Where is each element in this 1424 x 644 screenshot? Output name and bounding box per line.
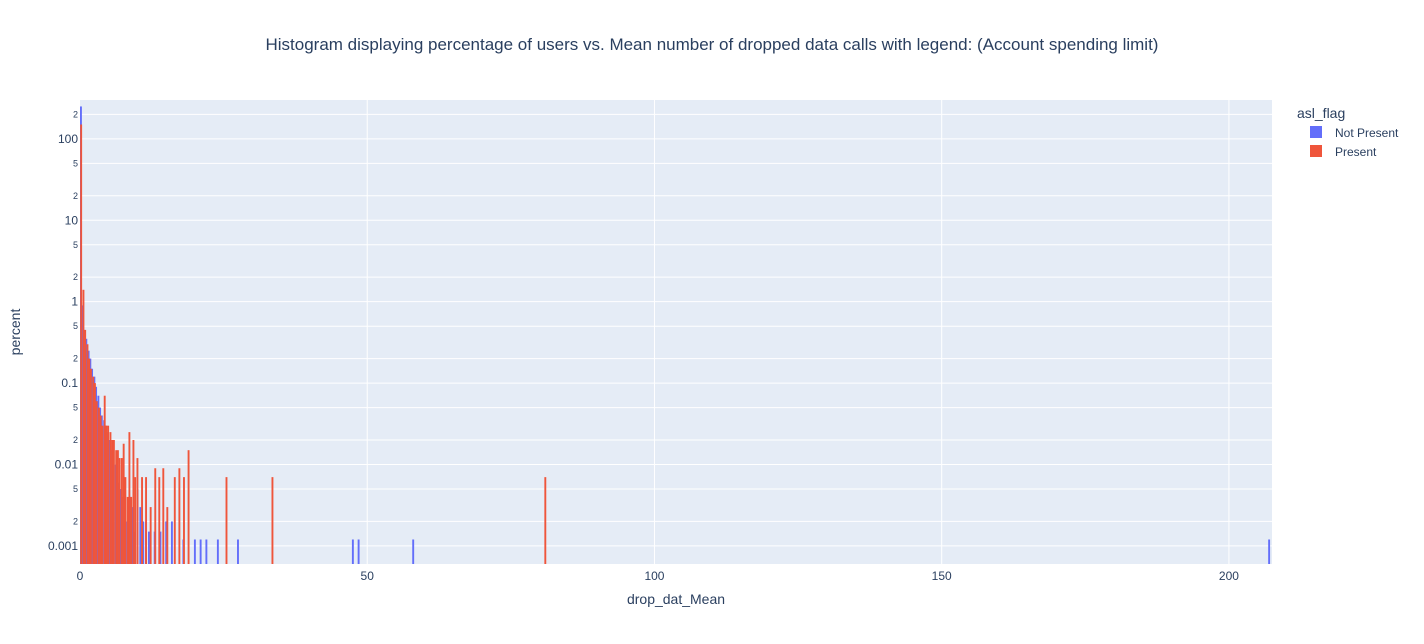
histogram-bar [112,440,115,564]
histogram-bar [357,539,360,564]
histogram-bar [81,305,84,564]
histogram-bar [98,407,100,564]
histogram-bar [88,358,91,564]
y-minor-tick-label: 5 [73,403,78,413]
histogram-bar [158,477,161,564]
histogram-bar [165,521,168,564]
y-tick-label: 1 [71,295,78,309]
histogram-bar [544,477,547,564]
histogram-bar [124,477,127,564]
histogram-bar [86,344,89,564]
histogram-bar [142,521,145,564]
y-tick-label: 0.1 [61,376,78,390]
histogram-bar [154,468,157,564]
histogram-bar [145,477,148,564]
legend-title: asl_flag [1297,105,1345,121]
histogram-bar [99,415,102,564]
histogram-bar [132,440,135,564]
y-axis-title: percent [7,309,23,356]
histogram-bar [141,477,143,564]
histogram-bar [162,468,165,564]
histogram-bar [139,507,142,564]
y-tick-label: 0.001 [48,539,78,553]
histogram-bar [205,539,208,564]
histogram-bar [130,496,133,564]
y-tick-label: 100 [58,132,78,146]
histogram-bar [82,289,85,564]
histogram-bar [166,507,169,564]
gridlines [80,100,1272,564]
histogram-bar [103,395,106,564]
y-minor-tick-label: 5 [73,240,78,250]
y-minor-tick-label: 2 [73,354,78,364]
legend-label-present[interactable]: Present [1335,145,1377,159]
histogram-bar [122,443,125,564]
histogram-bar [84,329,87,564]
y-minor-tick-label: 2 [73,272,78,282]
x-tick-label: 200 [1219,569,1239,583]
histogram-bar [271,477,274,564]
y-tick-label: 0.01 [55,458,79,472]
y-minor-tick-label: 5 [73,158,78,168]
histogram-bar [134,477,137,564]
histogram-bar [159,531,162,564]
y-axis-ticks: 0.001 2 5 0.01 2 5 0.1 2 5 1 2 5 10 2 5 100 2 [48,109,78,553]
histogram-bar [412,539,415,564]
histogram-bar [237,539,239,564]
histogram-bar [216,539,219,564]
histogram-bar [116,450,119,564]
histogram-bar [173,477,176,564]
histogram-bar [101,425,104,564]
x-tick-label: 0 [77,569,84,583]
histogram-bar [199,539,202,564]
chart-title: Histogram displaying percentage of users… [266,35,1159,54]
x-tick-label: 50 [361,569,375,583]
histogram-bar [115,450,118,564]
histogram-bar [91,368,94,564]
histogram-bar [89,368,92,564]
y-minor-tick-label: 2 [73,435,78,445]
y-minor-tick-label: 2 [73,191,78,201]
histogram-bar [1268,539,1271,564]
histogram-bar [178,468,181,564]
histogram-bar [128,432,131,564]
histogram-bar [225,477,228,564]
y-minor-tick-label: 2 [73,516,78,526]
histogram-bar [170,521,173,564]
legend-swatch-not-present[interactable] [1310,126,1322,138]
y-minor-tick-label: 5 [73,321,78,331]
x-axis-ticks: 0 50 100 150 200 [77,569,1240,583]
histogram-bar [193,539,196,564]
histogram-bar [80,124,83,564]
histogram-bar [92,376,95,564]
y-minor-tick-label: 5 [73,484,78,494]
histogram-bar [351,539,354,564]
histogram-bar [85,338,88,564]
y-minor-tick-label: 2 [73,109,78,119]
legend-label-not-present[interactable]: Not Present [1335,126,1399,140]
histogram-bar [95,401,98,564]
histogram-bar [111,440,114,564]
x-tick-label: 100 [644,569,664,583]
histogram-bar [93,383,96,564]
histogram-bar [136,458,139,564]
y-tick-label: 10 [65,213,79,227]
histogram-bar [107,425,110,564]
histogram-bar [149,507,152,564]
histogram-bar [183,477,185,564]
histogram-bar [109,432,112,564]
legend[interactable]: asl_flag Not Present Present [1297,105,1399,159]
histogram-bar [118,458,121,564]
histogram-bar [126,496,129,564]
histogram-bar [187,450,190,564]
series-present [80,124,547,564]
x-tick-label: 150 [932,569,952,583]
histogram-bar [105,425,108,564]
plot-area [80,100,1272,564]
x-axis-title: drop_dat_Mean [627,591,725,607]
legend-swatch-present[interactable] [1310,145,1322,157]
histogram-bar [120,458,123,564]
histogram-bar [147,531,150,564]
